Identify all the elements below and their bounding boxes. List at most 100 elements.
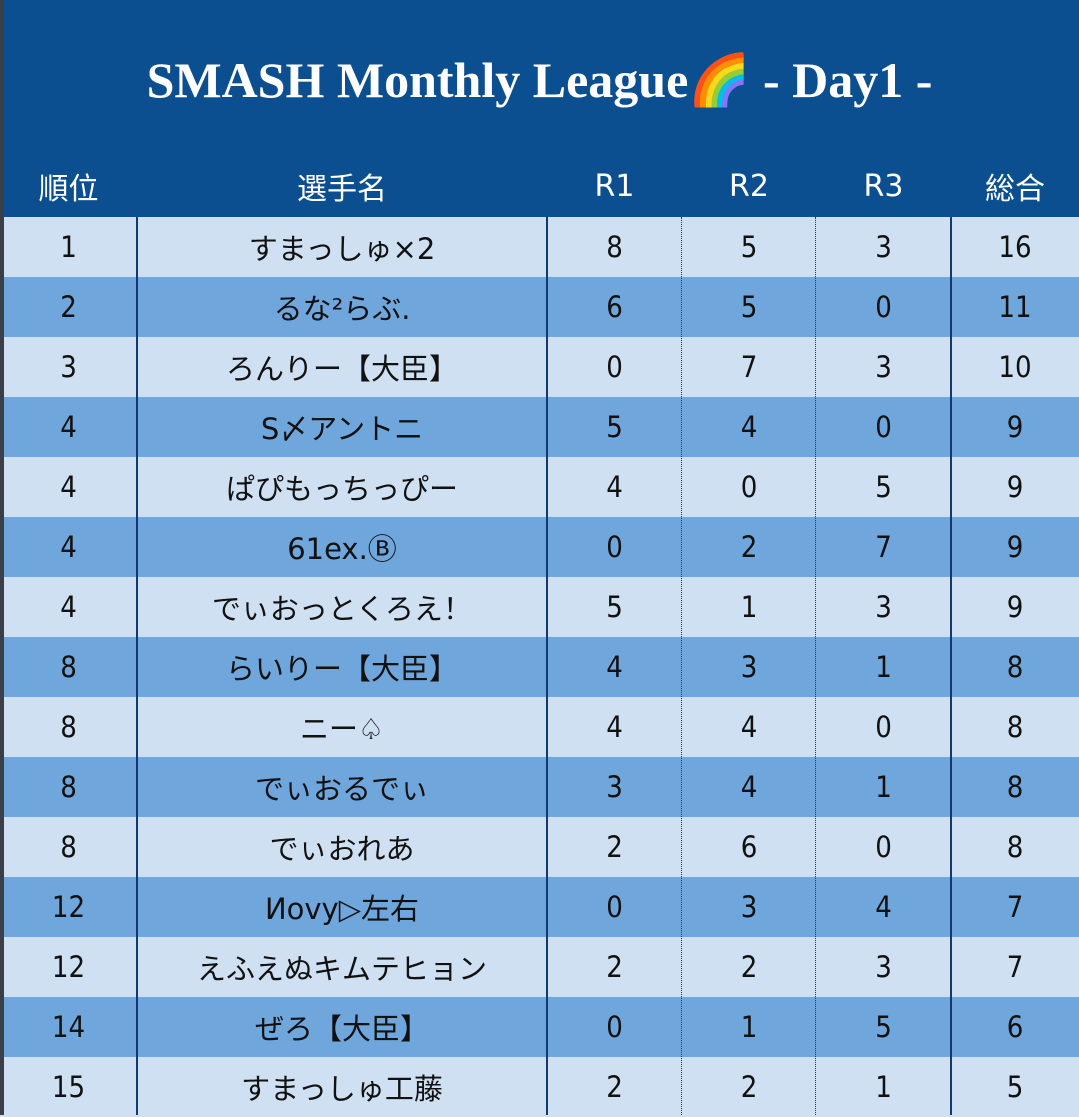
score-cell: 10 [998,350,1032,384]
row-band [0,817,1079,877]
score-cell: 16 [998,230,1032,264]
score-cell: 1 [740,590,758,624]
score-cell: 3 [875,350,892,384]
score-cell: 2 [740,950,758,984]
score-cell: 8 [60,710,77,744]
player-name: らいりー【大臣】 [225,652,458,686]
score-cell: 0 [875,410,892,444]
player-name: ぱぴもっちっぴー [225,472,458,506]
score-cell: 8 [1006,830,1024,864]
score-cell: 12 [51,950,86,984]
score-cell: 8 [60,830,77,864]
score-cell: 4 [60,590,77,624]
score-cell: 4 [740,410,758,444]
score-cell: 5 [740,290,758,324]
header: SMASH Monthly League🌈 - Day1 - [0,0,1079,217]
score-cell: 5 [606,410,623,444]
score-cell: 4 [740,770,758,804]
score-cell: 1 [875,770,892,804]
score-cell: 2 [606,830,623,864]
score-cell: 9 [1006,590,1024,624]
score-cell: 5 [606,590,623,624]
score-cell: 9 [1006,470,1024,504]
score-cell: 5 [875,1010,892,1044]
score-cell: 8 [60,650,77,684]
score-cell: 1 [875,650,892,684]
score-cell: 9 [1006,530,1024,564]
score-cell: 3 [740,890,758,924]
score-cell: 3 [875,230,892,264]
score-cell: 4 [606,650,623,684]
column-divider [681,217,682,1115]
player-name: Иovy▷左右 [264,892,420,926]
score-cell: 2 [740,530,758,564]
player-name: でぃおれあ [269,832,415,866]
score-cell: 5 [1006,1070,1024,1104]
score-cell: 3 [60,350,77,384]
score-cell: 0 [606,890,623,924]
score-cell: 0 [740,470,758,504]
title: SMASH Monthly League🌈 - Day1 - [146,52,933,108]
score-cell: 7 [1006,890,1024,924]
score-cell: 4 [606,710,623,744]
score-cell: 1 [740,1010,758,1044]
player-name: るな²らぶ. [273,292,411,326]
score-cell: 4 [60,470,77,504]
column-divider [136,217,138,1115]
row-band [0,937,1079,997]
player-name: でぃおっとくろえ！ [211,592,473,626]
player-name: すまっしゅ×2 [248,232,436,266]
row-band [0,1057,1079,1117]
row-band [0,517,1079,577]
row-band [0,697,1079,757]
score-cell: 7 [1006,950,1024,984]
row-band [0,217,1079,277]
row-band [0,997,1079,1057]
score-cell: 3 [875,590,892,624]
score-cell: 3 [740,650,758,684]
score-cell: 2 [60,290,77,324]
column-header: R3 [863,168,904,204]
score-cell: 0 [606,1010,623,1044]
score-cell: 8 [606,230,623,264]
score-cell: 5 [875,470,892,504]
column-header: 選手名 [297,172,387,207]
score-cell: 1 [60,230,77,264]
score-cell: 8 [1006,650,1024,684]
score-cell: 8 [60,770,77,804]
column-divider [546,217,548,1115]
column-header: R2 [729,168,769,204]
player-name: ぜろ【大臣】 [254,1012,429,1046]
row-band [0,877,1079,937]
score-cell: 3 [606,770,623,804]
column-header: 総合 [985,172,1045,207]
score-cell: 3 [875,950,892,984]
score-cell: 1 [875,1070,892,1104]
score-cell: 7 [875,530,892,564]
score-cell: 11 [998,290,1032,324]
player-name: ろんりー【大臣】 [225,352,458,386]
edge [0,0,4,1115]
score-cell: 4 [740,710,758,744]
score-cell: 9 [1006,410,1024,444]
player-name: すまっしゅ工藤 [241,1072,443,1106]
score-cell: 8 [1006,770,1024,804]
score-cell: 6 [740,830,758,864]
player-name: えふえぬキムテヒョン [196,952,487,986]
score-cell: 4 [60,410,77,444]
row-band [0,457,1079,517]
player-name: ニー♤ [300,712,384,746]
player-name: でぃおるでぃ [254,772,429,806]
column-header: 順位 [38,172,99,207]
score-cell: 4 [60,530,77,564]
score-cell: 7 [740,350,758,384]
row-band [0,757,1079,817]
score-cell: 2 [606,950,623,984]
score-cell: 0 [875,830,892,864]
row-band [0,337,1079,397]
row-band [0,397,1079,457]
score-cell: 5 [740,230,758,264]
score-cell: 8 [1006,710,1024,744]
score-cell: 0 [606,350,623,384]
